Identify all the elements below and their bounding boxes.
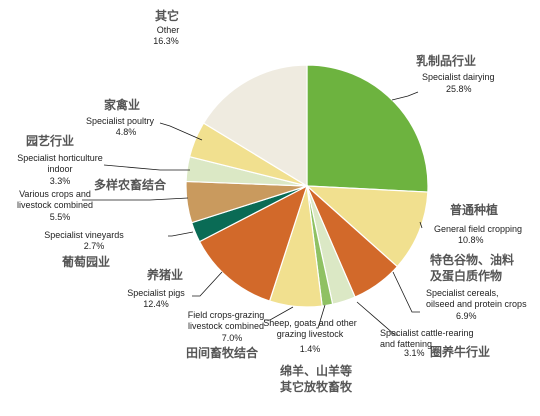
slice-label-en: Field crops-grazing livestock combined — [188, 310, 265, 331]
slice-label-zh: 多样农畜结合 — [94, 177, 167, 192]
slice-value-label: 2.7% — [84, 241, 105, 251]
slice-label-en: Specialist pigs — [127, 288, 185, 298]
slice-label-en: Sheep, goats and other grazing livestock — [263, 318, 357, 339]
pie-slice — [198, 184, 309, 302]
slice-label-en: Specialist poultry — [86, 116, 155, 126]
slice-value-label: 7.0% — [222, 333, 243, 343]
slice-value-label: 3.3% — [50, 176, 71, 186]
slice-value-label: 25.8% — [446, 84, 472, 94]
slice-label-en: Specialist dairying — [422, 72, 495, 82]
slice-value-label: 5.5% — [50, 212, 71, 222]
slice-label-en: Specialist cattle-rearing and fattening — [380, 328, 474, 349]
leader-line — [168, 231, 194, 237]
leader-line — [264, 306, 294, 321]
slice-value-label: 3.1% — [404, 348, 425, 358]
leader-line — [419, 221, 423, 229]
slice-label-zh: 圈养牛行业 — [430, 344, 490, 359]
slice-label-zh: 乳制品行业 — [416, 53, 476, 68]
pie-slice — [202, 64, 308, 188]
leader-line — [356, 301, 398, 336]
pie-slice — [306, 64, 429, 193]
leader-line — [82, 197, 189, 201]
slice-value-label: 6.9% — [456, 311, 477, 321]
slice-label-zh: 特色谷物、油料及蛋白质作物 — [430, 252, 514, 283]
leader-lines — [82, 91, 423, 336]
pie-slice — [305, 185, 429, 268]
slice-value-label: 1.4% — [300, 344, 321, 354]
slice-label-en: Specialist cereals, oilseed and protein c… — [426, 288, 527, 309]
slice-label-zh: 园艺行业 — [26, 133, 74, 148]
slice-value-label: 16.3% — [153, 36, 179, 46]
leader-line — [391, 91, 419, 101]
leader-line — [159, 122, 203, 141]
slice-value-label: 10.8% — [458, 235, 484, 245]
slice-label-en: General field cropping — [434, 224, 522, 234]
slice-label-zh: 葡萄园业 — [61, 254, 110, 269]
slice-label-en: Various crops and livestock combined — [17, 189, 93, 210]
leader-line — [103, 164, 190, 171]
slices-layer — [185, 64, 429, 308]
slice-value-label: 12.4% — [143, 299, 169, 309]
slice-label-en: Other — [157, 25, 180, 35]
leader-line — [392, 271, 420, 313]
slice-label-en: Specialist vineyards — [44, 230, 124, 240]
leader-line — [316, 304, 326, 329]
slice-label-zh: 绵羊、山羊等其它放牧畜牧 — [280, 363, 353, 394]
slice-label-zh: 家禽业 — [104, 97, 140, 112]
slice-label-zh: 养猪业 — [146, 267, 183, 282]
slice-value-label: 4.8% — [116, 127, 137, 137]
labels-layer: 乳制品行业 Specialist dairying 25.8% 普通种植 General… — [17, 8, 527, 394]
slice-label-zh: 其它 — [155, 8, 179, 23]
slice-label-en: Specialist horticulture indoor — [17, 153, 103, 174]
slice-label-zh: 普通种植 — [450, 202, 498, 217]
leader-line — [192, 271, 223, 297]
slice-label-zh: 田间畜牧结合 — [186, 345, 259, 360]
